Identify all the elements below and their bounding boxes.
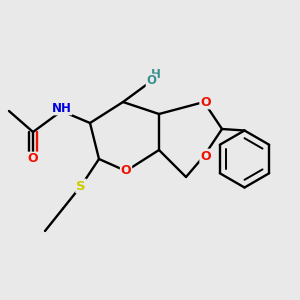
Text: O: O [28,152,38,166]
Text: O: O [121,164,131,178]
Text: O: O [200,95,211,109]
Text: O: O [146,74,157,88]
Text: NH: NH [52,101,71,115]
Text: O: O [200,149,211,163]
Text: H: H [151,68,161,82]
Text: S: S [76,179,86,193]
